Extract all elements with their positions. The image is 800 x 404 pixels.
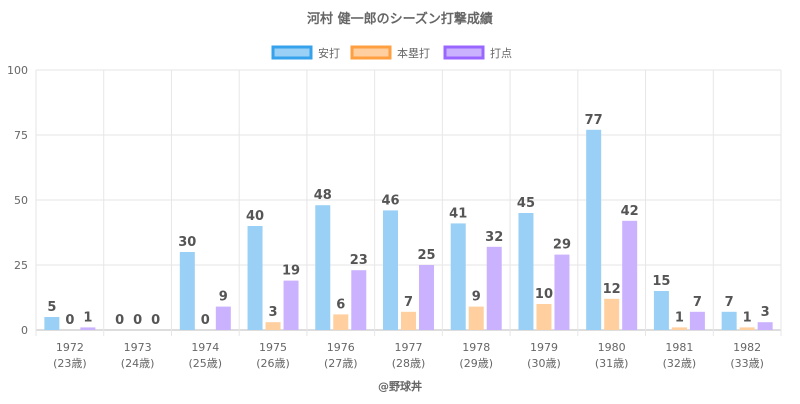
y-tick-label: 0	[21, 324, 28, 337]
bar-1-1977	[383, 210, 398, 330]
x-tick-label: 1981	[665, 341, 693, 354]
data-label-2-1974: 0	[201, 313, 210, 328]
x-tick-sublabel: (24歳)	[121, 357, 155, 370]
credit-label: @野球丼	[378, 379, 422, 393]
y-tick-label: 50	[14, 194, 28, 207]
data-label-3-1977: 25	[417, 248, 435, 263]
legend-swatch-2	[350, 45, 392, 60]
bar-1-1981	[653, 291, 669, 330]
data-label-3-1979: 29	[553, 238, 571, 253]
data-label-1-1974: 30	[178, 235, 196, 250]
bar-3-1981	[689, 311, 705, 330]
bar-2-1977	[401, 311, 416, 330]
bar-3-1977	[419, 265, 434, 330]
x-tick-sublabel: (31歳)	[595, 357, 629, 370]
data-label-2-1982: 1	[743, 310, 752, 325]
bar-3-1982	[757, 322, 773, 330]
data-label-3-1978: 32	[485, 230, 503, 245]
bar-2-1976	[333, 314, 349, 330]
x-tick-sublabel: (25歳)	[189, 357, 223, 370]
x-tick-label: 1980	[598, 341, 626, 354]
bar-2-1975	[265, 322, 281, 330]
x-tick-sublabel: (32歳)	[663, 357, 697, 370]
bar-2-1978	[468, 306, 484, 330]
bar-1-1982	[721, 311, 737, 330]
y-tick-label: 25	[14, 259, 28, 272]
data-label-2-1980: 12	[603, 282, 621, 297]
data-label-2-1977: 7	[404, 295, 413, 310]
x-tick-label: 1979	[530, 341, 558, 354]
data-label-1-1977: 46	[381, 193, 399, 208]
legend-label-1: 安打	[318, 46, 340, 60]
x-tick-label: 1977	[395, 341, 423, 354]
data-label-2-1975: 3	[269, 305, 278, 320]
data-label-3-1972: 1	[83, 310, 92, 325]
y-tick-label: 75	[14, 129, 28, 142]
bar-1-1974	[179, 252, 195, 330]
y-tick-label: 100	[7, 64, 28, 77]
legend-swatch-1	[271, 45, 313, 60]
bar-1-1972	[44, 317, 60, 330]
x-tick-label: 1974	[191, 341, 219, 354]
legend-label-2: 本塁打	[397, 46, 430, 60]
bar-3-1979	[554, 254, 570, 330]
data-label-3-1976: 23	[350, 253, 368, 268]
data-label-3-1980: 42	[621, 204, 639, 219]
x-tick-label: 1972	[56, 341, 84, 354]
bar-3-1978	[486, 246, 502, 330]
x-tick-sublabel: (27歳)	[324, 357, 358, 370]
data-label-2-1979: 10	[535, 287, 553, 302]
data-label-2-1976: 6	[336, 297, 345, 312]
x-tick-label: 1982	[733, 341, 761, 354]
data-label-3-1974: 9	[219, 290, 228, 305]
bar-3-1976	[351, 270, 367, 330]
data-label-1-1979: 45	[517, 196, 535, 211]
data-label-1-1975: 40	[246, 209, 264, 224]
bar-1-1979	[518, 213, 534, 330]
x-tick-sublabel: (28歳)	[392, 357, 426, 370]
x-tick-label: 1978	[462, 341, 490, 354]
chart-title: 河村 健一郎のシーズン打撃成績	[307, 11, 493, 27]
legend-label-3: 打点	[490, 46, 512, 60]
data-label-2-1972: 0	[65, 313, 74, 328]
data-label-2-1981: 1	[675, 310, 684, 325]
bar-1-1978	[450, 223, 466, 330]
bar-3-1975	[283, 280, 299, 330]
data-label-1-1981: 15	[652, 274, 670, 289]
bar-3-1974	[215, 306, 231, 330]
x-tick-sublabel: (26歳)	[256, 357, 290, 370]
x-tick-label: 1975	[259, 341, 287, 354]
x-tick-label: 1976	[327, 341, 355, 354]
data-label-2-1978: 9	[472, 290, 481, 305]
bar-1-1976	[315, 205, 331, 330]
x-tick-sublabel: (23歳)	[53, 357, 87, 370]
data-label-1-1972: 5	[47, 300, 56, 315]
bar-1-1975	[247, 226, 263, 330]
bar-3-1980	[622, 220, 638, 330]
bar-2-1979	[536, 304, 552, 330]
data-label-3-1982: 3	[761, 305, 770, 320]
data-label-2-1973: 0	[133, 313, 142, 328]
bar-2-1980	[604, 298, 620, 330]
data-label-1-1982: 7	[725, 295, 734, 310]
x-tick-sublabel: (30歳)	[527, 357, 561, 370]
data-label-1-1980: 77	[585, 113, 603, 128]
bar-2-1982	[739, 327, 755, 330]
data-label-3-1981: 7	[693, 295, 702, 310]
x-tick-sublabel: (29歳)	[459, 357, 493, 370]
x-tick-sublabel: (33歳)	[730, 357, 764, 370]
bar-3-1972	[80, 327, 96, 330]
data-label-1-1976: 48	[314, 188, 332, 203]
data-label-1-1973: 0	[115, 313, 124, 328]
data-label-3-1975: 19	[282, 264, 300, 279]
legend-swatch-3	[443, 45, 485, 60]
data-label-1-1978: 41	[449, 206, 467, 221]
bar-1-1980	[586, 129, 602, 330]
x-tick-label: 1973	[124, 341, 152, 354]
bar-2-1981	[671, 327, 687, 330]
data-label-3-1973: 0	[151, 313, 160, 328]
